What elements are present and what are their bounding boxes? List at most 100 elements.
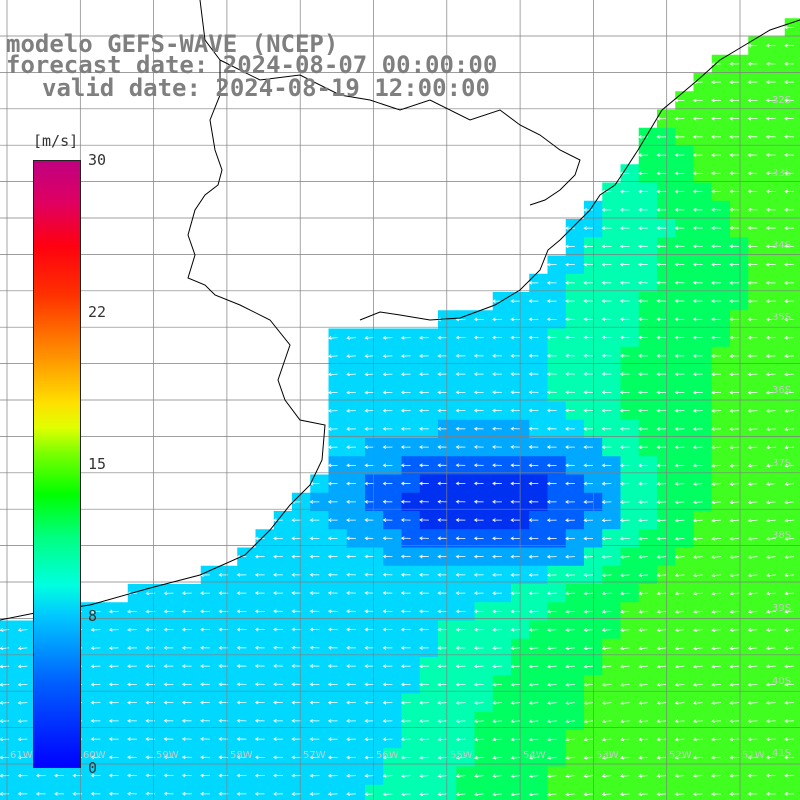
wind-speed-cell (383, 693, 402, 713)
wind-arrow (674, 500, 685, 504)
wind-arrow (528, 372, 539, 376)
wind-arrow (747, 171, 758, 176)
wind-arrow (619, 426, 630, 431)
wind-arrow (674, 682, 685, 687)
wind-arrow (674, 262, 685, 267)
wind-speed-cell (474, 693, 494, 713)
wind-arrow (163, 645, 174, 650)
wind-arrow (747, 153, 758, 157)
wind-speed-cell (237, 693, 256, 713)
wind-arrow (546, 317, 557, 322)
wind-speed-cell (18, 620, 37, 640)
wind-arrow (419, 554, 429, 559)
wind-speed-cell (109, 602, 129, 621)
wind-speed-cell (602, 711, 621, 731)
wind-speed-cell (346, 529, 366, 548)
wind-arrow (364, 737, 375, 742)
wind-arrow (181, 737, 192, 741)
wind-speed-cell (711, 565, 731, 585)
wind-speed-cell (529, 383, 548, 402)
wind-speed-cell (273, 602, 293, 621)
wind-speed-cell (328, 401, 348, 421)
wind-speed-cell (146, 730, 165, 749)
wind-speed-cell (310, 675, 329, 694)
wind-speed-cell (766, 419, 786, 439)
wind-arrow (692, 262, 703, 267)
wind-arrow (547, 792, 557, 797)
wind-arrow (674, 299, 685, 303)
wind-speed-cell (328, 602, 348, 621)
wind-arrow (419, 463, 429, 468)
wind-speed-cell (419, 492, 439, 512)
wind-arrow (346, 536, 356, 541)
wind-speed-cell (328, 346, 348, 366)
wind-speed-cell (766, 474, 786, 494)
wind-arrow (400, 755, 411, 760)
wind-speed-cell (146, 675, 165, 694)
wind-arrow (656, 536, 667, 541)
wind-arrow (492, 792, 502, 797)
wind-arrow (181, 609, 192, 614)
wind-speed-cell (748, 401, 767, 421)
wind-arrow (528, 481, 539, 486)
wind-arrow (784, 664, 794, 669)
wind-arrow (437, 554, 448, 559)
wind-speed-cell (182, 675, 202, 694)
wind-arrow (638, 500, 648, 504)
wind-arrow (492, 755, 502, 760)
wind-speed-cell (273, 730, 293, 749)
wind-arrow (492, 390, 502, 395)
wind-arrow (729, 372, 740, 377)
wind-speed-cell (383, 620, 402, 640)
wind-arrow (711, 408, 721, 413)
wind-arrow (747, 189, 758, 194)
wind-speed-cell (474, 383, 494, 402)
wind-speed-cell (602, 182, 621, 202)
wind-speed-cell (730, 383, 749, 402)
wind-arrow (455, 518, 466, 522)
wind-arrow (674, 664, 685, 669)
wind-arrow (765, 719, 776, 723)
wind-arrow (601, 445, 612, 450)
wind-speed-cell (474, 584, 494, 603)
wind-speed-cell (565, 292, 585, 311)
wind-speed-cell (730, 547, 749, 567)
wind-arrow (528, 627, 539, 632)
wind-speed-cell (529, 310, 548, 329)
wind-speed-cell (766, 365, 786, 384)
wind-arrow (656, 262, 667, 267)
wind-arrow (546, 573, 557, 577)
wind-arrow (419, 755, 429, 760)
wind-arrow (346, 481, 356, 486)
wind-arrow (601, 280, 612, 285)
wind-speed-cell (565, 638, 585, 658)
wind-arrow (693, 664, 703, 669)
wind-speed-cell (766, 164, 786, 183)
wind-speed-cell (127, 602, 147, 621)
wind-arrow (711, 427, 721, 431)
wind-arrow (747, 134, 758, 139)
wind-arrow (510, 664, 521, 669)
wind-speed-cell (492, 310, 512, 329)
wind-speed-cell (638, 146, 658, 165)
wind-speed-cell (638, 292, 658, 311)
wind-speed-cell (529, 602, 548, 621)
lon-label-57w: 57W (303, 750, 326, 761)
wind-speed-cell (565, 711, 585, 731)
wind-arrow (492, 536, 502, 541)
wind-arrow (400, 372, 411, 377)
coastline-uruguay (359, 19, 800, 321)
wind-speed-cell (474, 675, 494, 694)
wind-arrow (419, 627, 429, 632)
wind-arrow (674, 189, 685, 194)
wind-speed-cell (748, 492, 767, 512)
wind-arrow (400, 463, 411, 468)
wind-arrow (765, 317, 776, 322)
wind-arrow (711, 664, 721, 669)
wind-speed-cell (693, 456, 713, 475)
wind-arrow (291, 792, 302, 796)
wind-speed-cell (748, 565, 767, 585)
wind-speed-cell (200, 675, 220, 694)
wind-arrow (346, 627, 356, 632)
wind-arrow (364, 372, 375, 377)
